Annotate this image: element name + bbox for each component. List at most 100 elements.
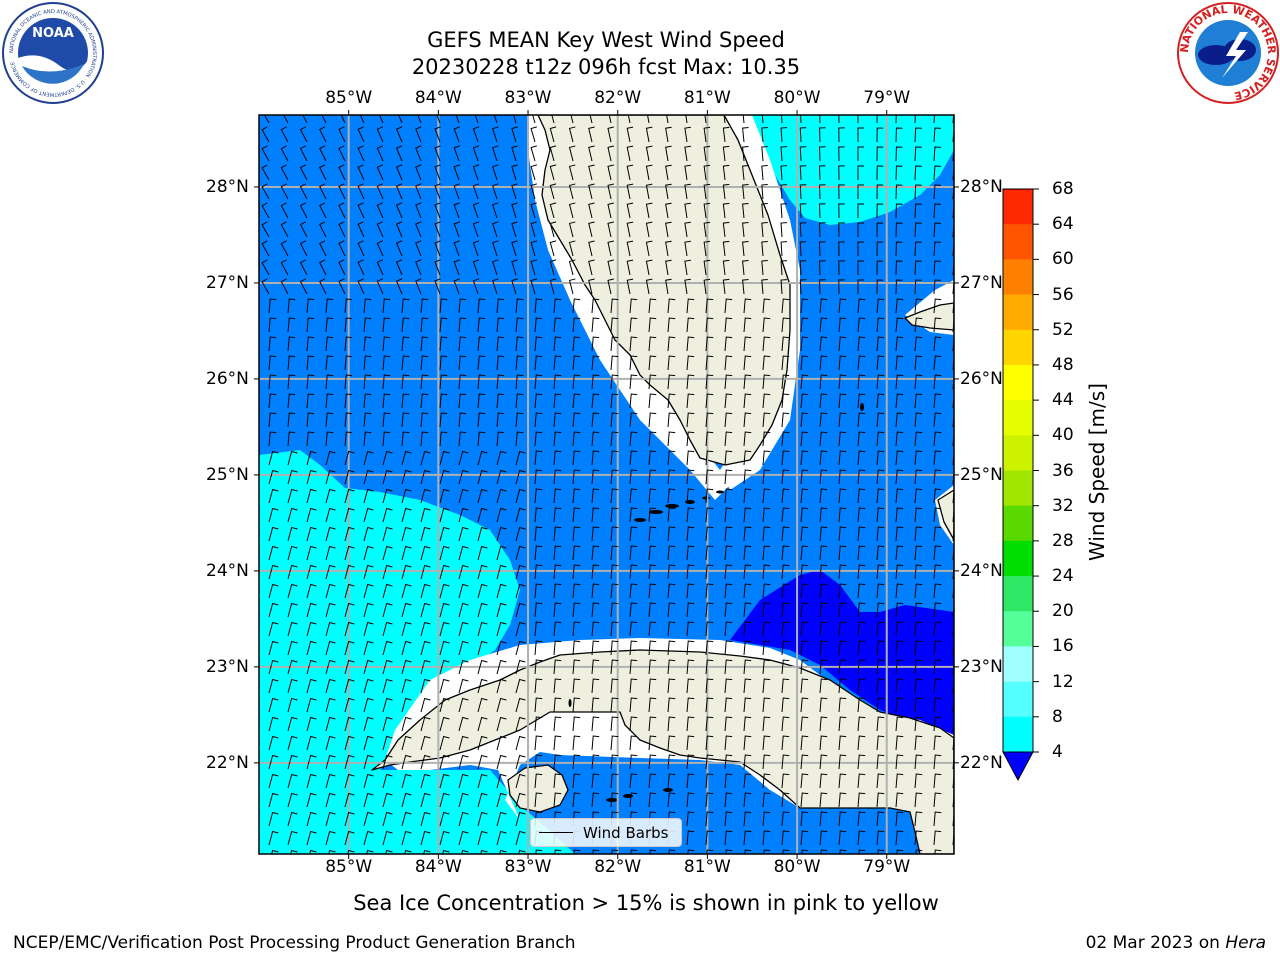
- wind-barb: [933, 431, 942, 447]
- wind-barb: [914, 115, 916, 124]
- wind-barb: [344, 678, 355, 694]
- colorbar-tick-label: 48: [1052, 354, 1074, 375]
- wind-barb: [703, 221, 711, 238]
- wind-barb: [591, 735, 600, 751]
- wind-barb: [461, 849, 469, 854]
- wind-barb: [686, 583, 695, 599]
- colorbar-segment: [1003, 329, 1033, 366]
- wind-barb: [420, 659, 431, 675]
- wind-barb: [743, 450, 752, 466]
- wind-barb: [572, 621, 581, 637]
- wind-barb: [799, 165, 807, 181]
- wind-barb: [762, 754, 771, 770]
- wind-barb: [458, 412, 467, 428]
- wind-barb: [458, 773, 469, 789]
- wind-barb: [477, 773, 488, 789]
- wind-barb: [781, 811, 790, 827]
- wind-barb: [344, 773, 355, 789]
- wind-barb: [553, 298, 562, 314]
- wind-barb: [376, 126, 384, 143]
- wind-barb: [287, 526, 298, 542]
- wind-barb: [458, 317, 467, 333]
- wind-barb: [458, 659, 469, 675]
- wind-barb: [933, 545, 942, 561]
- wind-barb: [876, 355, 885, 371]
- wind-barb: [686, 602, 695, 618]
- wind-barb: [268, 526, 279, 542]
- wind-barb: [553, 773, 562, 789]
- wind-barb: [306, 545, 317, 561]
- wind-barb: [819, 374, 828, 390]
- wind-barb: [363, 488, 374, 504]
- wind-barb: [610, 374, 619, 390]
- wind-barb: [472, 221, 480, 238]
- wind-barb: [534, 469, 543, 485]
- wind-barb: [914, 241, 922, 257]
- wind-barb: [857, 184, 864, 200]
- colorbar-tick-label: 36: [1052, 460, 1074, 481]
- wind-barb: [325, 754, 336, 770]
- wind-barb: [819, 431, 828, 447]
- wind-barb: [667, 792, 676, 808]
- wind-barb: [629, 716, 638, 732]
- wind-barb: [420, 678, 431, 694]
- wind-barb: [724, 735, 733, 751]
- wind-barb: [610, 355, 619, 371]
- wind-barb: [857, 222, 864, 238]
- wind-barb: [439, 697, 450, 713]
- wind-barb: [415, 278, 422, 295]
- wind-barb: [762, 697, 771, 713]
- wind-barb: [357, 221, 365, 238]
- wind-barb: [933, 792, 942, 808]
- wind-barb: [515, 317, 524, 333]
- wind-barb: [568, 145, 576, 162]
- wind-barb: [818, 165, 826, 181]
- wind-barb: [415, 259, 422, 276]
- wind-barb: [762, 336, 771, 352]
- wind-barb: [515, 792, 526, 808]
- wind-barb: [553, 754, 562, 770]
- colorbar-extend-arrow: [1002, 751, 1034, 782]
- wind-barb: [645, 221, 653, 238]
- wind-barb: [325, 602, 336, 618]
- wind-barb: [895, 697, 904, 713]
- wind-barb: [857, 830, 866, 846]
- wind-barb: [705, 431, 714, 447]
- wind-barb: [686, 659, 695, 675]
- wind-barb: [588, 183, 595, 200]
- wind-barb: [743, 488, 752, 504]
- wind-barb: [363, 678, 374, 694]
- wind-barb: [914, 811, 923, 827]
- wind-barb: [534, 450, 543, 466]
- wind-barb: [382, 830, 393, 846]
- wind-barb: [439, 545, 450, 561]
- lat-tick-label: 27°N: [206, 272, 249, 293]
- wind-barb: [534, 507, 543, 523]
- wind-barb: [434, 145, 441, 162]
- wind-barb: [306, 697, 317, 713]
- wind-barb: [591, 564, 600, 580]
- wind-barb: [439, 564, 450, 580]
- wind-barb: [914, 393, 923, 409]
- wind-barb: [645, 202, 653, 219]
- wind-barb: [515, 355, 524, 371]
- wind-barb: [401, 602, 412, 618]
- wind-barb: [686, 431, 695, 447]
- wind-barb: [591, 602, 600, 618]
- wind-barb: [838, 545, 847, 561]
- wind-barb: [648, 678, 657, 694]
- wind-barb: [629, 317, 638, 333]
- wind-barb: [722, 202, 730, 219]
- wind-barb: [385, 849, 393, 854]
- wind-barb: [572, 583, 581, 599]
- wind-barb: [420, 621, 431, 637]
- wind-barb: [420, 355, 429, 371]
- wind-barb: [518, 849, 526, 854]
- wind-barb: [743, 545, 752, 561]
- lat-tick-label: 26°N: [206, 368, 249, 389]
- wind-barb: [496, 659, 507, 675]
- wind-barb: [496, 469, 507, 485]
- wind-barb: [876, 317, 885, 333]
- wind-barb: [376, 202, 384, 219]
- wind-barb: [572, 526, 581, 542]
